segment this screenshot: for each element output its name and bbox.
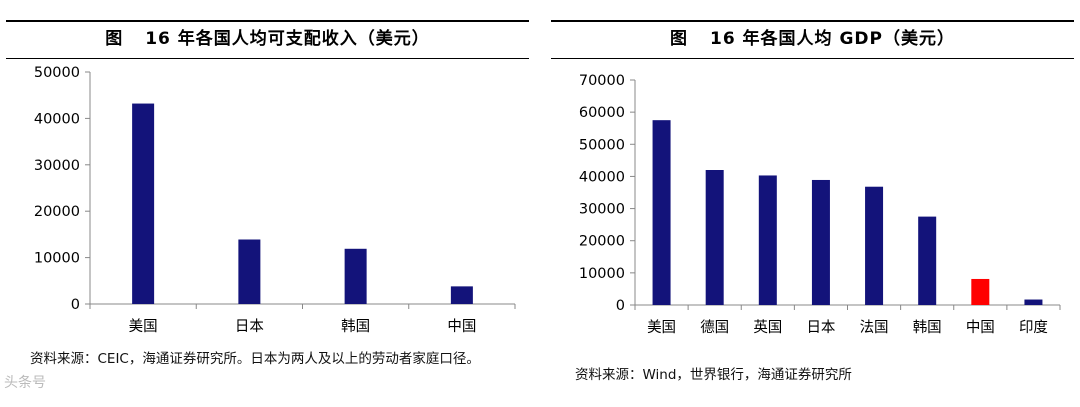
bar-5: [918, 216, 937, 305]
bar-1: [705, 170, 724, 305]
bar-2: [758, 175, 777, 305]
x-tick-label: 法国: [860, 319, 889, 336]
x-tick-label: 印度: [1019, 319, 1048, 336]
bar-4: [865, 186, 884, 305]
bar-chart-disposable-income: 0 10000 20000 30000 40000 50000 美国 日本 韩国 中国: [34, 65, 516, 335]
y-tick-label: 50000: [579, 137, 625, 153]
y-tick-label: 30000: [34, 158, 80, 174]
chart-title-text: 16 年各国人均可支配收入（美元）: [145, 29, 430, 49]
figure-label: 图: [669, 29, 688, 49]
y-tick-label: 40000: [34, 111, 80, 127]
y-tick-label: 40000: [579, 169, 625, 185]
y-tick-label: 60000: [579, 105, 625, 121]
bar-1: [238, 239, 261, 304]
x-tick-label: 英国: [753, 318, 782, 336]
source-note: 资料来源：Wind，世界银行，海通证券研究所: [575, 367, 852, 383]
y-tick-label: 50000: [34, 65, 80, 81]
y-tick-label: 0: [616, 298, 625, 314]
bar-3: [450, 286, 473, 304]
chart-panel-disposable-income: 图 16 年各国人均可支配收入（美元） 0 10000 20000 30000 40000…: [0, 0, 535, 407]
x-tick-label: 日本: [806, 319, 835, 336]
y-tick-label: 0: [71, 297, 80, 313]
chart-panel-gdp-per-capita: 图 16 年各国人均 GDP（美元） 0 10000 20000 30000 40000 5…: [545, 0, 1080, 407]
bar-chart-gdp-per-capita: 0 10000 20000 30000 40000 50000 60000 70000 美国 德国…: [579, 73, 1061, 336]
x-tick-label: 韩国: [913, 319, 942, 336]
y-tick-label: 20000: [34, 204, 80, 220]
bar-6: [971, 278, 990, 305]
y-tick-label: 10000: [579, 266, 625, 282]
x-tick-label: 中国: [966, 319, 995, 336]
source-note: 资料来源：CEIC，海通证券研究所。日本为两人及以上的劳动者家庭口径。: [30, 351, 480, 367]
y-tick-label: 20000: [579, 234, 625, 250]
title-bottom-rule: [6, 58, 529, 59]
x-tick-label: 美国: [647, 319, 676, 336]
bar-0: [132, 103, 155, 304]
y-tick-label: 10000: [34, 251, 80, 267]
title-top-rule: [6, 20, 529, 22]
y-tick-label: 70000: [579, 73, 625, 89]
chart-title: 图 16 年各国人均 GDP（美元）: [545, 24, 1080, 49]
x-tick-label: 美国: [129, 318, 158, 335]
y-tick-label: 30000: [579, 202, 625, 218]
chart-title: 图 16 年各国人均可支配收入（美元）: [0, 24, 535, 49]
x-tick-label: 中国: [447, 318, 476, 335]
x-tick-label: 韩国: [341, 318, 370, 335]
x-tick-label: 日本: [235, 318, 264, 335]
bar-2: [344, 248, 367, 304]
x-tick-label: 德国: [700, 319, 729, 336]
title-top-rule: [551, 20, 1074, 22]
watermark: 头条号: [4, 375, 46, 391]
bar-7: [1024, 299, 1043, 305]
bar-3: [811, 179, 830, 305]
bar-0: [652, 120, 671, 305]
title-bottom-rule: [551, 58, 1074, 59]
figure-label: 图: [105, 29, 124, 49]
chart-title-text: 16 年各国人均 GDP（美元）: [709, 29, 956, 49]
